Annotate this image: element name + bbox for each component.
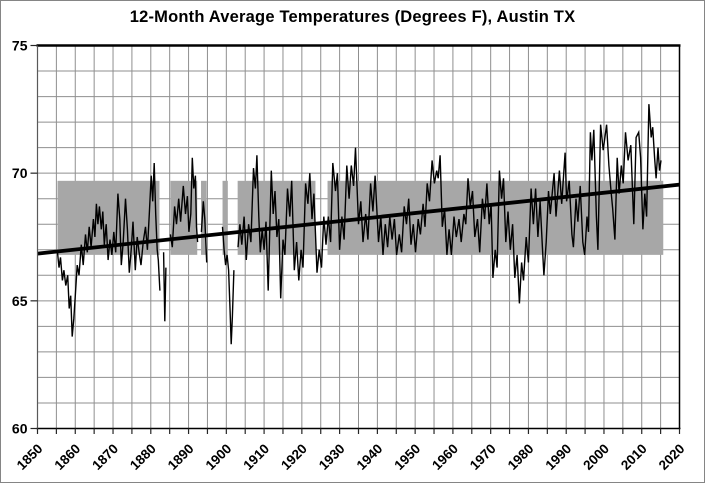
- temperature-line-segment: [221, 226, 235, 345]
- x-axis-label: 1870: [89, 441, 121, 473]
- y-axis-label: 75: [12, 38, 28, 54]
- normal-range-band-segment: [222, 180, 228, 255]
- x-axis-label: 1920: [278, 441, 310, 473]
- x-axis-label: 1930: [316, 441, 348, 473]
- chart-title: 12-Month Average Temperatures (Degrees F…: [129, 8, 576, 26]
- x-axis-label: 1970: [467, 441, 499, 473]
- x-axis-label: 1860: [52, 441, 84, 473]
- x-axis-label: 1900: [203, 441, 235, 473]
- x-axis-label: 2000: [580, 441, 612, 473]
- x-axis-label: 1880: [127, 441, 159, 473]
- normal-range-band-segment: [201, 180, 207, 255]
- temperature-line-segment: [162, 252, 167, 322]
- y-axis-label: 70: [12, 165, 28, 181]
- x-axis-label: 1990: [542, 441, 574, 473]
- temperature-line-segment: [200, 201, 208, 263]
- x-axis-label: 1890: [165, 441, 197, 473]
- y-axis-label: 60: [12, 421, 28, 437]
- x-axis-label: 1910: [240, 441, 272, 473]
- temperature-line-segment: [56, 162, 161, 337]
- x-axis-label: 1960: [429, 441, 461, 473]
- x-axis-label: 1950: [391, 441, 423, 473]
- x-axis-label: 1980: [505, 441, 537, 473]
- temperature-line-segment: [169, 157, 199, 248]
- x-axis-label: 1850: [14, 441, 46, 473]
- trend-line: [37, 182, 680, 256]
- x-axis-label: 2010: [618, 441, 650, 473]
- x-axis-label: 1940: [354, 441, 386, 473]
- x-axis-label: 2020: [656, 441, 688, 473]
- y-axis-label: 65: [12, 293, 28, 309]
